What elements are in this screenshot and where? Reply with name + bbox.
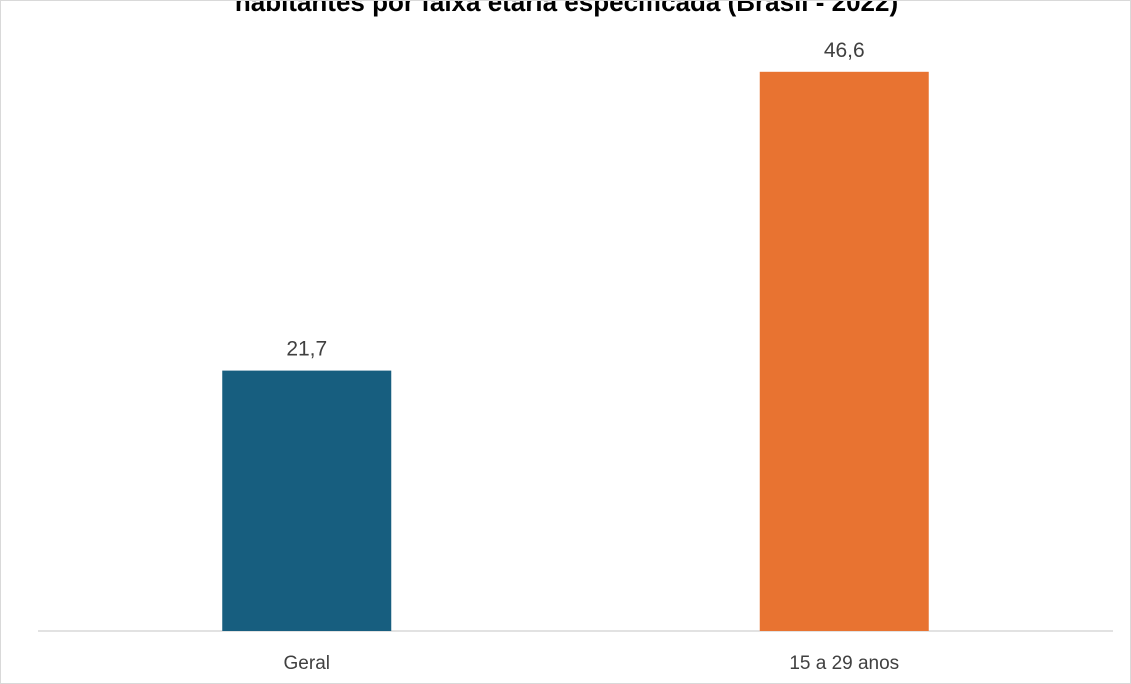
data-label-2: 46,6 xyxy=(824,39,865,62)
data-label-1: 21,7 xyxy=(286,338,327,361)
x-tick-label-2: 15 a 29 anos xyxy=(789,653,899,674)
chart-title: habitantes por faixa etária especificada… xyxy=(234,0,899,17)
bar-2 xyxy=(759,71,929,632)
x-tick-label-1: Geral xyxy=(284,653,330,674)
bar-1 xyxy=(222,370,392,631)
